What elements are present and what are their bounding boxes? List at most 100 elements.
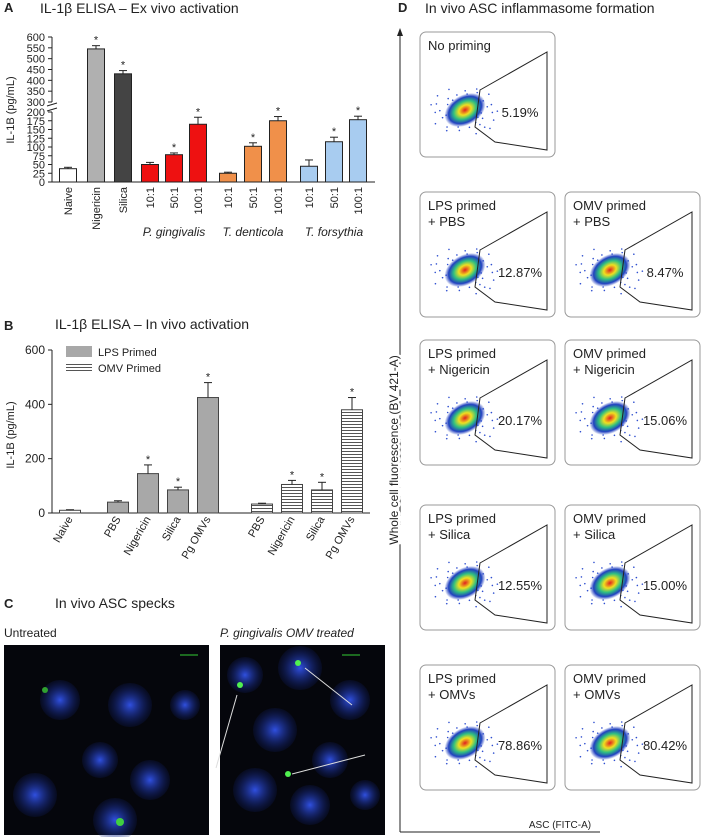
event-dot [491, 111, 494, 114]
event-dot [447, 405, 449, 408]
event-dot [446, 434, 448, 436]
event-dot [448, 248, 450, 251]
event-dot [621, 564, 624, 567]
event-dot [492, 427, 495, 429]
event-dot [430, 576, 432, 579]
group-label: P. gingivalis [143, 225, 205, 239]
event-dot [601, 402, 603, 404]
event-dot [488, 401, 490, 404]
event-dot [430, 411, 432, 414]
event-dot [584, 269, 586, 272]
event-dot [446, 103, 449, 106]
density-blob [444, 400, 486, 436]
significance-mark: * [196, 106, 201, 118]
event-dot [593, 721, 595, 724]
bar [59, 168, 77, 183]
gate [619, 684, 693, 784]
significance-mark: * [121, 60, 126, 72]
event-dot [496, 418, 499, 420]
density-blob [444, 252, 486, 288]
event-dot [489, 600, 491, 603]
event-dot [441, 424, 444, 427]
panel-label: D [398, 0, 407, 15]
plot-label: + Silica [428, 527, 471, 542]
event-dot [464, 250, 466, 252]
density-blob [444, 92, 486, 128]
event-dot [603, 289, 606, 292]
micrograph [4, 645, 385, 837]
y-tick-label: 400 [25, 397, 45, 411]
event-dot [496, 110, 499, 112]
event-dot [434, 111, 437, 114]
event-dot [488, 726, 490, 729]
event-dot [624, 756, 626, 759]
bar [141, 164, 159, 183]
event-dot [475, 292, 477, 295]
event-dot [620, 440, 622, 443]
y-tick-label: 125 [27, 133, 45, 145]
event-dot [579, 595, 582, 598]
event-dot [490, 576, 493, 579]
event-dot [441, 276, 444, 279]
plot-label: No priming [428, 38, 491, 53]
event-dot [475, 765, 477, 768]
event-dot [479, 431, 481, 434]
x-tick-label: Silica [118, 186, 130, 213]
event-dot [434, 282, 437, 285]
event-dot [593, 248, 595, 251]
event-dot [590, 437, 593, 440]
event-dot [488, 566, 490, 569]
event-dot [476, 91, 479, 94]
event-dot [488, 253, 490, 256]
significance-mark: * [94, 35, 99, 47]
event-dot [434, 430, 437, 433]
chart-title: IL-1β ELISA – Ex vivo activation [40, 0, 239, 16]
event-dot [580, 411, 583, 413]
event-dot [468, 286, 471, 289]
event-dot [491, 584, 494, 587]
event-dot [628, 599, 631, 601]
y-tick-label: 600 [27, 32, 45, 44]
event-dot [580, 576, 583, 578]
event-dot [624, 431, 626, 434]
density-blob [589, 565, 631, 601]
plot-label: LPS primed [428, 511, 496, 526]
bar [114, 73, 132, 183]
event-dot [436, 254, 439, 257]
event-dot [626, 425, 629, 428]
bar [251, 503, 273, 514]
event-dot [609, 723, 611, 725]
event-dot [486, 578, 489, 581]
event-dot [580, 736, 583, 738]
event-dot [575, 736, 577, 739]
event-dot [448, 396, 450, 399]
event-dot [479, 283, 481, 286]
event-dot [456, 402, 458, 404]
event-dot [590, 602, 593, 605]
event-dot [448, 561, 450, 564]
event-dot [430, 103, 432, 106]
event-dot [635, 263, 638, 266]
plot-label: + Nigericin [573, 362, 635, 377]
gate-percent: 12.55% [498, 578, 543, 593]
event-dot [603, 762, 606, 765]
plot-label: OMV primed [573, 511, 646, 526]
event-dot [445, 437, 448, 440]
event-dot [591, 759, 593, 761]
event-dot [445, 602, 448, 605]
event-dot [581, 402, 584, 405]
event-dot [591, 263, 594, 266]
event-dot [609, 563, 611, 565]
event-dot [447, 97, 449, 100]
event-dot [490, 263, 493, 266]
event-dot [579, 282, 582, 285]
event-dot [439, 742, 441, 745]
event-dot [458, 437, 461, 440]
x-tick-label: Silica [160, 514, 184, 544]
event-dot [476, 564, 479, 567]
event-dot [446, 263, 449, 266]
bar [167, 489, 189, 514]
gate [474, 359, 548, 459]
bar [325, 141, 343, 183]
event-dot [475, 132, 477, 135]
